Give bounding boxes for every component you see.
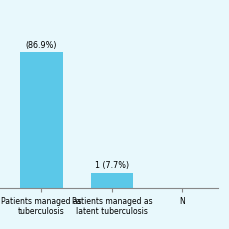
Text: 1 (7.7%): 1 (7.7%) [95, 161, 129, 170]
Bar [20, 52, 63, 188]
Text: (86.9%): (86.9%) [26, 41, 57, 50]
Bar [91, 173, 133, 188]
